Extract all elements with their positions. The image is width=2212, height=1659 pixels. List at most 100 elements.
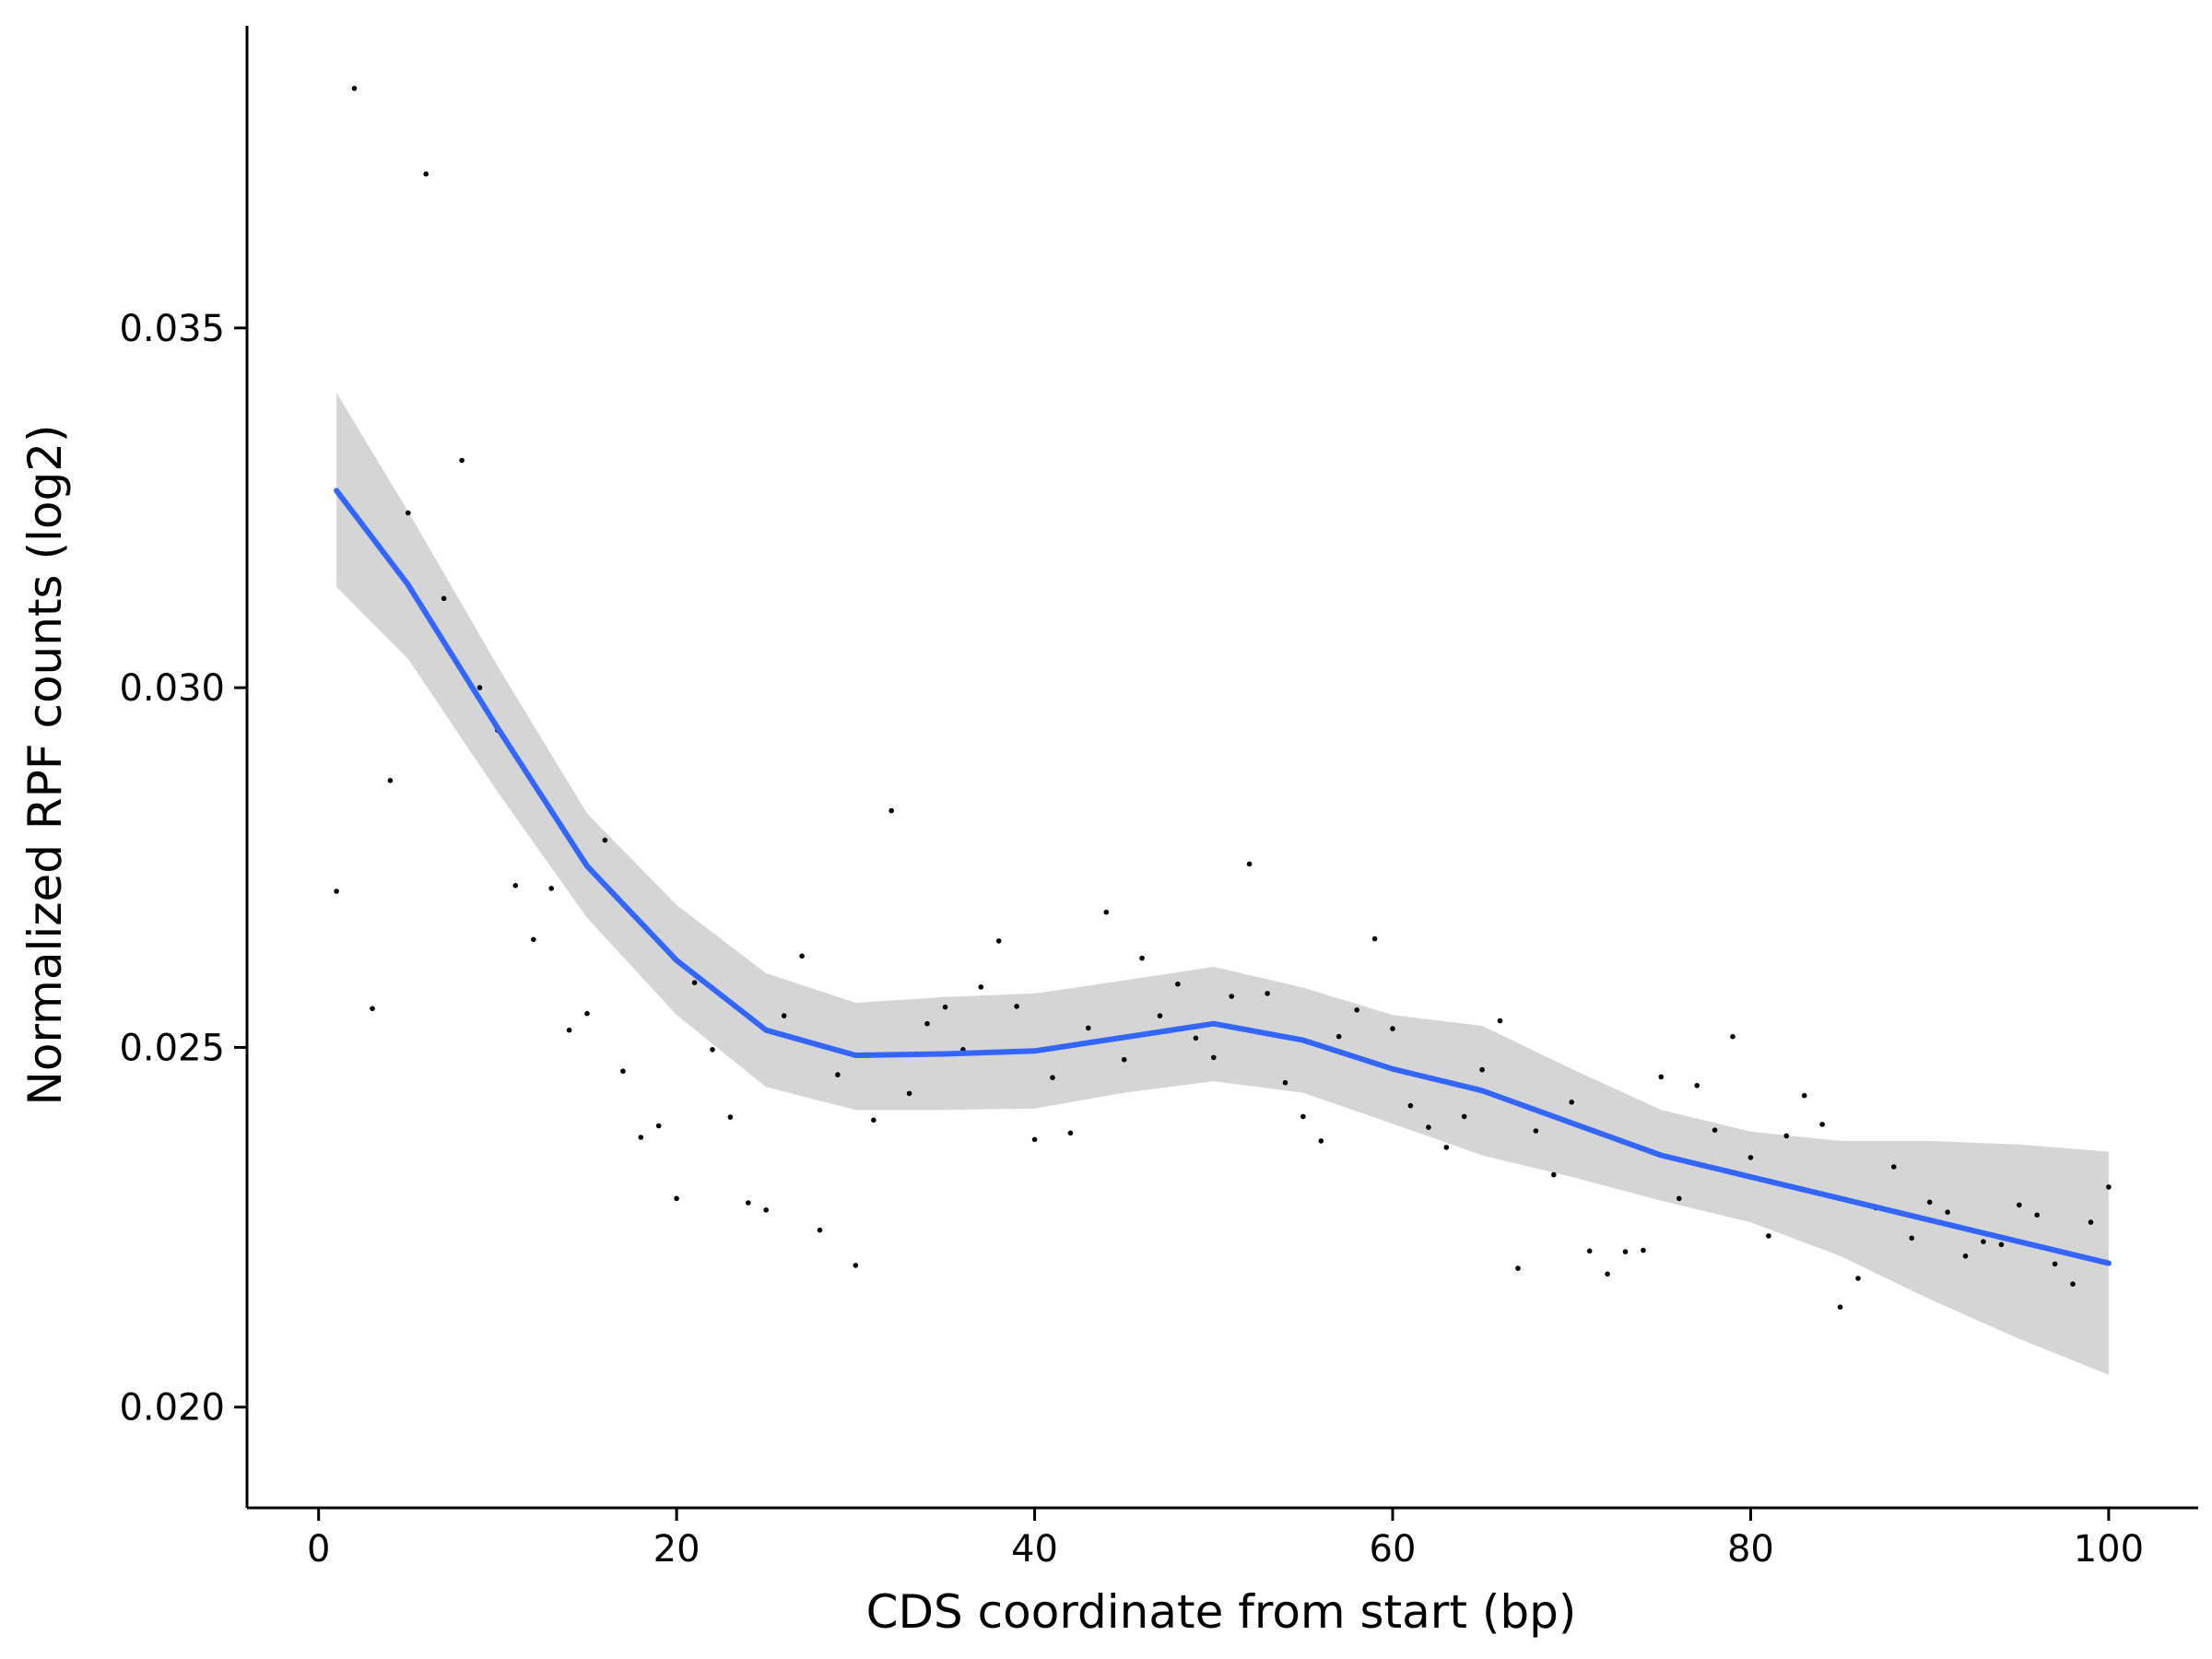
- data-point: [906, 1090, 912, 1097]
- data-point: [1157, 1013, 1163, 1018]
- data-point: [1211, 1054, 1217, 1061]
- x-tick-label: 40: [1011, 1528, 1058, 1571]
- data-point: [2017, 1202, 2022, 1208]
- data-point: [1318, 1138, 1324, 1144]
- data-point: [1730, 1033, 1735, 1040]
- data-point: [871, 1117, 877, 1124]
- data-point: [1962, 1253, 1969, 1259]
- data-point: [387, 778, 394, 783]
- data-point: [1622, 1249, 1629, 1254]
- data-point: [1229, 994, 1234, 999]
- data-point: [781, 1013, 787, 1018]
- data-point: [1103, 909, 1110, 915]
- data-point: [638, 1135, 644, 1140]
- data-point: [1031, 1136, 1038, 1143]
- data-point: [1981, 1239, 1986, 1244]
- x-tick-label: 80: [1727, 1528, 1774, 1571]
- data-point: [351, 86, 358, 91]
- data-point: [995, 938, 1002, 944]
- data-point: [1193, 1035, 1199, 1041]
- data-point: [1265, 991, 1270, 996]
- x-tick-label: 0: [307, 1528, 330, 1571]
- data-point: [817, 1227, 823, 1233]
- data-point: [1677, 1195, 1682, 1202]
- data-point: [674, 1195, 679, 1202]
- data-point: [2106, 1184, 2112, 1190]
- data-point: [1819, 1122, 1825, 1127]
- data-point: [531, 936, 536, 943]
- data-point: [620, 1068, 626, 1074]
- data-point: [1086, 1025, 1091, 1031]
- data-point: [1461, 1113, 1467, 1120]
- data-point: [1479, 1066, 1485, 1073]
- data-points-layer: [334, 86, 2112, 1310]
- data-point: [406, 510, 411, 516]
- data-point: [1694, 1083, 1700, 1088]
- y-tick-label: 0.025: [119, 1027, 225, 1069]
- data-point: [1139, 955, 1145, 961]
- data-point: [1300, 1113, 1306, 1120]
- data-point: [1641, 1247, 1646, 1253]
- data-point: [2052, 1261, 2058, 1267]
- data-point: [1426, 1124, 1431, 1130]
- data-point: [1515, 1265, 1521, 1271]
- data-point: [942, 1004, 948, 1010]
- data-point: [477, 685, 483, 690]
- y-tick-label: 0.020: [119, 1387, 225, 1430]
- smooth-fit-line: [334, 488, 2112, 1266]
- data-point: [370, 1006, 375, 1012]
- data-point: [566, 1027, 572, 1033]
- data-point: [1335, 1033, 1342, 1040]
- data-point: [2088, 1219, 2094, 1225]
- data-point: [1175, 981, 1181, 987]
- x-tick-label: 100: [2074, 1528, 2144, 1571]
- data-point: [1586, 1248, 1593, 1254]
- data-point: [584, 1010, 590, 1017]
- data-point: [602, 837, 608, 843]
- smooth-line-layer: [334, 488, 2112, 1266]
- data-point: [1766, 1233, 1771, 1239]
- data-point: [1712, 1127, 1718, 1133]
- data-point: [1282, 1079, 1288, 1086]
- data-point: [1371, 935, 1378, 942]
- axes-layer: 0 20 40 60 80 100 0.020 0.025 0.030 0.035: [119, 26, 2198, 1571]
- data-point: [655, 1123, 662, 1129]
- data-point: [1354, 1007, 1359, 1013]
- data-point: [334, 888, 339, 894]
- data-point: [763, 1207, 769, 1213]
- data-point: [1783, 1133, 1790, 1139]
- data-point: [441, 595, 447, 602]
- data-point: [1569, 1100, 1574, 1105]
- x-tick-label: 60: [1370, 1528, 1417, 1571]
- data-point: [978, 984, 984, 990]
- data-point: [1945, 1209, 1950, 1215]
- confidence-band: [336, 393, 2109, 1375]
- data-point: [2034, 1212, 2040, 1218]
- data-point: [1837, 1304, 1843, 1310]
- data-point: [1855, 1276, 1861, 1281]
- data-point: [2070, 1281, 2076, 1287]
- data-point: [423, 171, 429, 177]
- data-point: [924, 1020, 930, 1027]
- data-point: [1801, 1092, 1807, 1099]
- data-point: [691, 980, 698, 985]
- data-point: [1050, 1075, 1055, 1080]
- data-point: [1747, 1155, 1754, 1160]
- x-axis-title: CDS coordinate from start (bp): [866, 1585, 1577, 1639]
- data-point: [1407, 1102, 1414, 1109]
- data-point: [1246, 861, 1253, 867]
- data-point: [1014, 1004, 1019, 1009]
- data-point: [459, 457, 465, 464]
- data-point: [548, 886, 554, 891]
- data-point: [1605, 1271, 1610, 1277]
- data-point: [888, 807, 894, 814]
- data-point: [1926, 1199, 1933, 1206]
- confidence-band-layer: [336, 393, 2109, 1375]
- data-point: [1121, 1056, 1127, 1063]
- data-point: [1067, 1130, 1074, 1136]
- data-point: [1909, 1235, 1914, 1241]
- data-point: [1998, 1241, 2005, 1248]
- data-point: [1658, 1074, 1665, 1080]
